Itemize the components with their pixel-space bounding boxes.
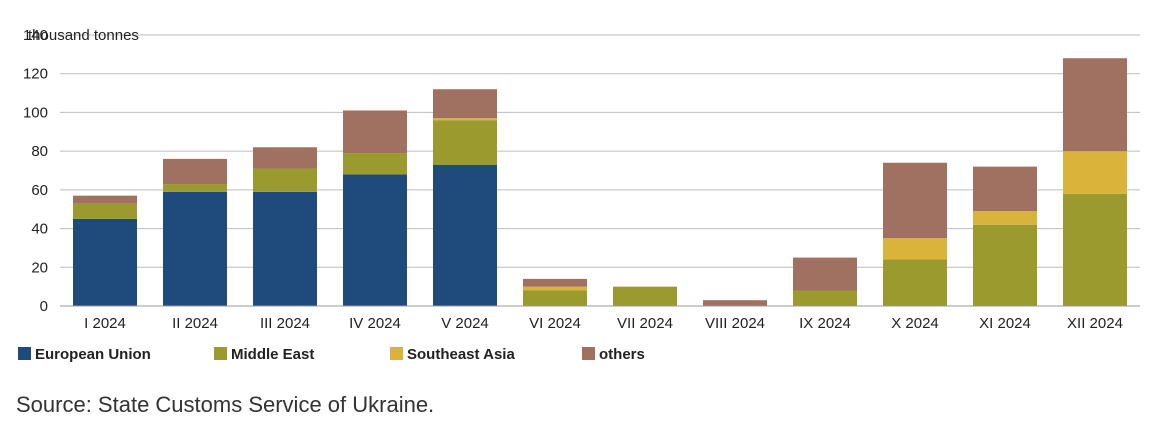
legend-label: Southeast Asia xyxy=(407,346,515,363)
bar-segment-others xyxy=(73,195,137,204)
legend-label: Middle East xyxy=(231,346,314,363)
y-tick-label: 0 xyxy=(40,298,48,315)
bar-segment-middle-east xyxy=(433,120,497,165)
y-tick-label: 140 xyxy=(23,27,48,44)
y-tick-label: 100 xyxy=(23,104,48,121)
bar-segment-others xyxy=(883,162,947,239)
bar-segment-european-union xyxy=(433,164,497,306)
y-tick-label: 20 xyxy=(31,259,48,276)
x-tick-label: X 2024 xyxy=(891,315,939,332)
bar-segment-southeast-asia xyxy=(1063,151,1127,194)
bar-segment-middle-east xyxy=(793,290,857,306)
bar-segment-southeast-asia xyxy=(973,211,1037,225)
legend-swatch xyxy=(18,347,31,360)
bar-segment-southeast-asia xyxy=(433,118,497,121)
y-tick-label: 120 xyxy=(23,66,48,83)
bar-segment-middle-east xyxy=(523,290,587,306)
source-note: Source: State Customs Service of Ukraine… xyxy=(16,392,435,417)
x-tick-label: IX 2024 xyxy=(799,315,851,332)
bar-segment-european-union xyxy=(73,218,137,306)
legend-swatch xyxy=(214,347,227,360)
x-tick-label: I 2024 xyxy=(84,315,126,332)
bar-segment-others xyxy=(1063,58,1127,152)
bar-segment-middle-east xyxy=(883,259,947,306)
bar-segment-others xyxy=(703,300,767,306)
legend-label: European Union xyxy=(35,346,151,363)
bar-segment-southeast-asia xyxy=(883,238,947,260)
bars xyxy=(73,58,1127,306)
bar-segment-european-union xyxy=(253,191,317,306)
bar-segment-others xyxy=(343,110,407,154)
x-tick-label: IV 2024 xyxy=(349,315,401,332)
legend-swatch xyxy=(582,347,595,360)
bar-segment-others xyxy=(973,166,1037,212)
gridlines xyxy=(60,34,1140,268)
bar-segment-others xyxy=(523,278,587,287)
x-tick-label: VII 2024 xyxy=(617,315,673,332)
legend-swatch xyxy=(390,347,403,360)
bar-segment-middle-east xyxy=(343,153,407,175)
y-axis-unit-label: thousand tonnes xyxy=(28,27,139,44)
bar-segment-european-union xyxy=(163,191,227,306)
bar-segment-middle-east xyxy=(73,203,137,219)
legend: European Union Middle East Southeast Asia o… xyxy=(18,346,645,363)
y-tick-label: 80 xyxy=(31,143,48,160)
y-tick-label: 60 xyxy=(31,182,48,199)
y-axis-ticks: 0 20 40 60 80 100 120 140 xyxy=(23,27,48,315)
bar-segment-others xyxy=(433,89,497,119)
x-tick-label: VI 2024 xyxy=(529,315,581,332)
stacked-bar-chart: 0 20 40 60 80 100 120 140 I 2024 II 2024 III 2024… xyxy=(18,27,1140,363)
bar-segment-middle-east xyxy=(1063,193,1127,306)
x-tick-label: V 2024 xyxy=(441,315,489,332)
bar-segment-middle-east xyxy=(163,184,227,192)
y-tick-label: 40 xyxy=(31,221,48,238)
bar-segment-southeast-asia xyxy=(523,286,587,291)
x-tick-label: III 2024 xyxy=(260,315,310,332)
x-tick-label: XI 2024 xyxy=(979,315,1031,332)
x-tick-label: VIII 2024 xyxy=(705,315,765,332)
bar-segment-others xyxy=(793,257,857,291)
bar-segment-others xyxy=(163,158,227,185)
x-axis-ticks: I 2024 II 2024 III 2024 IV 2024 V 2024 VI 202… xyxy=(84,315,1123,332)
bar-segment-middle-east xyxy=(613,286,677,306)
bar-segment-european-union xyxy=(343,174,407,306)
x-tick-label: II 2024 xyxy=(172,315,218,332)
legend-label: others xyxy=(599,346,645,363)
bar-segment-others xyxy=(253,147,317,169)
bar-segment-middle-east xyxy=(253,168,317,192)
bar-segment-middle-east xyxy=(973,224,1037,306)
x-tick-label: XII 2024 xyxy=(1067,315,1123,332)
